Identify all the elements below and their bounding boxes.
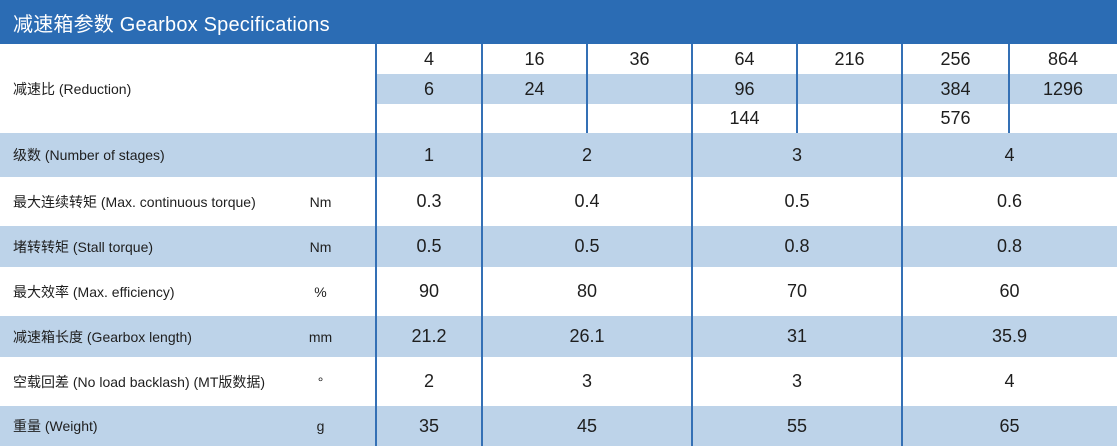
spec-value: 0.5 — [784, 191, 810, 211]
reduction-value: 96 — [734, 78, 755, 99]
row-stages: 级数 (Number of stages) 1 2 3 4 — [0, 133, 1117, 177]
spec-value: 80 — [576, 281, 598, 301]
spec-value: 0.4 — [574, 191, 600, 211]
table-body: 减速比 (Reduction) 4 16 36 64 216 256 864 6… — [0, 44, 1117, 446]
reduction-subrow-2: 6 24 96 384 1296 — [376, 74, 1117, 104]
row-separator — [0, 222, 1117, 226]
spec-value: 55 — [786, 415, 808, 436]
row-unit: Nm — [309, 193, 332, 210]
row-unit: g — [316, 418, 325, 434]
spec-value: 4 — [1004, 371, 1015, 391]
stages-value: 3 — [791, 144, 802, 165]
column-divider — [375, 44, 377, 446]
spec-value: 35.9 — [991, 326, 1028, 346]
row-unit: mm — [308, 328, 333, 345]
reduction-value: 4 — [423, 48, 434, 69]
row-label: 重量 (Weight) — [13, 418, 98, 434]
row-stages-label: 级数 (Number of stages) — [13, 147, 165, 163]
spec-value: 0.5 — [416, 236, 442, 256]
reduction-value: 24 — [524, 78, 545, 99]
spec-value: 21.2 — [411, 326, 447, 346]
row-unit: % — [314, 283, 327, 300]
row-label: 减速箱长度 (Gearbox length) — [13, 328, 192, 345]
reduction-value — [482, 104, 587, 133]
reduction-value: 64 — [734, 48, 755, 69]
reduction-value: 256 — [940, 48, 971, 69]
spec-value: 2 — [423, 371, 434, 391]
row-stall-torque: 堵转转矩 (Stall torque) Nm 0.5 0.5 0.8 0.8 — [0, 226, 1117, 267]
column-divider — [901, 44, 903, 446]
reduction-value: 36 — [629, 48, 650, 69]
spec-value: 3 — [791, 371, 802, 391]
reduction-value: 384 — [940, 78, 971, 99]
reduction-value — [587, 74, 692, 104]
reduction-value — [587, 104, 692, 133]
row-max-continuous-torque: 最大连续转矩 (Max. continuous torque) Nm 0.3 0… — [0, 181, 1117, 222]
row-weight: 重量 (Weight) g 35 45 55 65 — [0, 406, 1117, 446]
reduction-value: 6 — [423, 78, 434, 99]
spec-value: 0.6 — [996, 191, 1023, 211]
row-stages-unit — [265, 133, 376, 177]
stages-value: 2 — [581, 144, 592, 165]
spec-value: 3 — [581, 371, 592, 391]
reduction-value — [1009, 104, 1117, 133]
column-divider — [481, 44, 483, 446]
reduction-value — [376, 104, 482, 133]
reduction-value: 16 — [524, 48, 545, 69]
column-divider — [691, 44, 693, 446]
table-title: 减速箱参数 Gearbox Specifications — [13, 13, 330, 36]
row-label: 堵转转矩 (Stall torque) — [13, 238, 154, 255]
table-title-bar: 减速箱参数 Gearbox Specifications — [0, 0, 1117, 44]
spec-value: 60 — [999, 281, 1020, 301]
row-label: 空载回差 (No load backlash) (MT版数据) — [13, 373, 266, 390]
column-divider — [796, 44, 798, 133]
column-divider — [586, 44, 588, 133]
row-reduction-label: 减速比 (Reduction) — [0, 44, 376, 133]
reduction-value: 864 — [1047, 48, 1079, 69]
spec-value: 0.8 — [996, 236, 1023, 256]
reduction-value: 1296 — [1042, 78, 1084, 99]
reduction-value — [797, 74, 902, 104]
spec-value: 45 — [576, 415, 598, 436]
row-max-efficiency: 最大效率 (Max. efficiency) % 90 80 70 60 — [0, 271, 1117, 312]
row-label: 最大效率 (Max. efficiency) — [13, 283, 175, 300]
spec-value: 65 — [999, 415, 1020, 436]
column-divider — [1008, 44, 1010, 133]
row-unit: ° — [317, 373, 324, 390]
spec-value: 0.5 — [574, 236, 600, 256]
row-label: 最大连续转矩 (Max. continuous torque) — [13, 193, 256, 210]
spec-value: 70 — [786, 281, 808, 301]
row-separator — [0, 402, 1117, 406]
row-separator — [0, 177, 1117, 181]
stages-value: 4 — [1004, 144, 1015, 165]
reduction-value: 144 — [729, 108, 760, 128]
row-separator — [0, 267, 1117, 271]
reduction-subrow-1: 4 16 36 64 216 256 864 — [376, 44, 1117, 74]
reduction-subrow-3: 144 576 — [376, 104, 1117, 133]
stages-value: 1 — [423, 144, 434, 165]
spec-value: 0.8 — [784, 236, 810, 256]
row-no-load-backlash: 空载回差 (No load backlash) (MT版数据) ° 2 3 3 … — [0, 361, 1117, 402]
reduction-values: 4 16 36 64 216 256 864 6 24 96 384 1296 — [376, 44, 1117, 133]
row-unit: Nm — [309, 238, 332, 255]
spec-value: 35 — [418, 415, 440, 436]
spec-value: 90 — [418, 281, 440, 301]
reduction-value — [797, 104, 902, 133]
row-reduction: 减速比 (Reduction) 4 16 36 64 216 256 864 6… — [0, 44, 1117, 133]
spec-value: 0.3 — [416, 191, 442, 211]
row-gearbox-length: 减速箱长度 (Gearbox length) mm 21.2 26.1 31 3… — [0, 316, 1117, 357]
spec-value: 26.1 — [569, 326, 605, 346]
reduction-value: 216 — [834, 48, 865, 69]
spec-value: 31 — [786, 326, 808, 346]
reduction-value: 576 — [940, 108, 971, 128]
row-separator — [0, 357, 1117, 361]
row-separator — [0, 312, 1117, 316]
